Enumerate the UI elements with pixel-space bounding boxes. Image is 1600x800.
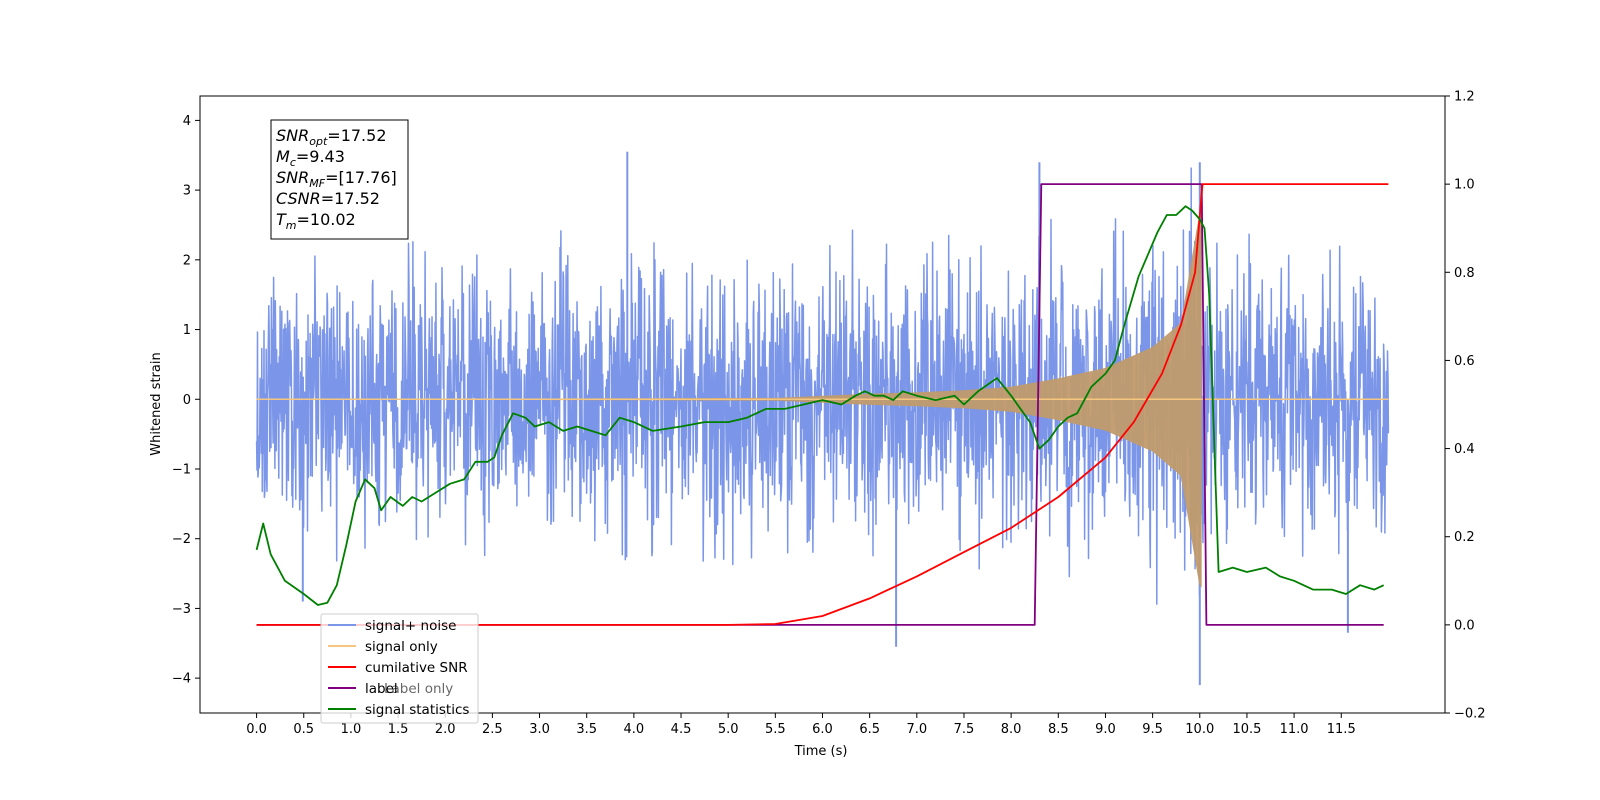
annotation-value: =17.52 xyxy=(321,189,380,208)
series-line-cumilative-snr xyxy=(256,183,1389,626)
legend-label: signal+ noise xyxy=(365,618,456,634)
annotation-line: Mc=9.43 xyxy=(276,147,345,169)
x-axis-label: Time (s) xyxy=(794,744,848,759)
legend-label: cumilative SNR xyxy=(365,660,468,676)
y-tick-label: 4 xyxy=(183,114,191,129)
annotation-line: Tm=10.02 xyxy=(276,210,356,232)
annotation-symbol: CSNR xyxy=(276,189,321,208)
annotation-symbol: T xyxy=(276,210,287,229)
x-tick-label: 6.5 xyxy=(859,722,880,737)
y2-tick-label: 1.0 xyxy=(1454,178,1475,193)
annotation-value: =9.43 xyxy=(296,147,345,166)
y2-tick-label: 0.0 xyxy=(1454,618,1475,633)
x-tick-label: 4.5 xyxy=(671,722,692,737)
y-tick-label: 1 xyxy=(183,323,191,338)
x-tick-label: 9.5 xyxy=(1142,722,1163,737)
metrics-annotation-box: SNRopt=17.52Mc=9.43SNRMF=[17.76]CSNR=17.… xyxy=(270,119,409,240)
annotation-value: =[17.76] xyxy=(325,168,397,187)
y2-axis-ticks: 1.2 1.0 0.8 0.6 0.4 0.2 0.0 −0.2 xyxy=(1445,90,1486,722)
y2-tick-label: 1.2 xyxy=(1454,90,1475,105)
y2-tick-label: −0.2 xyxy=(1454,707,1486,722)
series-line-label xyxy=(256,183,1384,626)
x-tick-label: 3.0 xyxy=(529,722,550,737)
legend-label: signal only xyxy=(365,639,438,655)
annotation-line: SNRopt=17.52 xyxy=(276,126,387,148)
x-tick-label: 9.0 xyxy=(1095,722,1116,737)
y2-tick-label: 0.4 xyxy=(1454,442,1475,457)
annotation-value: =17.52 xyxy=(327,126,386,145)
y-tick-label: 0 xyxy=(183,393,191,408)
x-tick-label: 6.0 xyxy=(812,722,833,737)
right-axis-series-layer xyxy=(255,183,1389,626)
y-tick-label: −3 xyxy=(172,602,191,617)
annotation-symbol: SNR xyxy=(276,126,309,145)
y-axis-ticks: 4 3 2 1 0 −1 −2 −3 −4 xyxy=(172,114,200,687)
annotation-subscript: m xyxy=(286,219,297,232)
legend: Label only signal+ noise signal only cumila… xyxy=(320,613,479,724)
x-tick-label: 1.0 xyxy=(341,722,362,737)
legend-label: signal statistics xyxy=(365,702,469,718)
y2-tick-label: 0.8 xyxy=(1454,266,1475,281)
legend-frame xyxy=(320,613,479,724)
y2-tick-label: 0.2 xyxy=(1454,530,1475,545)
y-tick-label: 2 xyxy=(183,253,191,268)
x-tick-label: 8.0 xyxy=(1001,722,1022,737)
x-tick-label: 0.0 xyxy=(246,722,267,737)
x-tick-label: 2.0 xyxy=(435,722,456,737)
x-tick-label: 0.5 xyxy=(293,722,314,737)
y-tick-label: 3 xyxy=(183,184,191,199)
annotation-subscript: opt xyxy=(309,135,328,148)
x-axis-ticks: 0.0 0.5 1.0 1.5 2.0 2.5 3.0 3.5 4.0 4.5 5.0 5.5 6.0 6… xyxy=(246,713,1356,737)
y-axis-label: Whitened strain xyxy=(149,352,164,455)
series-line-signal-statistics xyxy=(255,205,1385,606)
y-tick-label: −4 xyxy=(172,672,191,687)
annotation-line: CSNR=17.52 xyxy=(276,189,380,208)
y-tick-label: −2 xyxy=(172,532,191,547)
annotation-value: =10.02 xyxy=(297,210,356,229)
x-tick-label: 4.0 xyxy=(624,722,645,737)
x-tick-label: 10.5 xyxy=(1232,722,1261,737)
annotation-line: SNRMF=[17.76] xyxy=(276,168,397,190)
annotation-box-frame xyxy=(270,119,409,240)
x-tick-label: 5.5 xyxy=(765,722,786,737)
x-tick-label: 3.5 xyxy=(576,722,597,737)
y2-tick-label: 0.6 xyxy=(1454,354,1475,369)
x-tick-label: 2.5 xyxy=(482,722,503,737)
x-tick-label: 11.0 xyxy=(1280,722,1309,737)
y-tick-label: −1 xyxy=(172,462,191,477)
x-tick-label: 1.5 xyxy=(388,722,409,737)
annotation-symbol: M xyxy=(276,147,290,166)
annotation-subscript: c xyxy=(290,156,296,169)
x-tick-label: 5.0 xyxy=(718,722,739,737)
legend-label: label xyxy=(365,681,398,697)
x-tick-label: 11.5 xyxy=(1327,722,1356,737)
legend-ghost-text: Label only xyxy=(384,681,453,697)
x-tick-label: 7.0 xyxy=(906,722,927,737)
x-tick-label: 7.5 xyxy=(954,722,975,737)
annotation-subscript: MF xyxy=(309,177,325,190)
x-tick-label: 8.5 xyxy=(1048,722,1069,737)
x-tick-label: 10.0 xyxy=(1185,722,1214,737)
annotation-symbol: SNR xyxy=(276,168,309,187)
